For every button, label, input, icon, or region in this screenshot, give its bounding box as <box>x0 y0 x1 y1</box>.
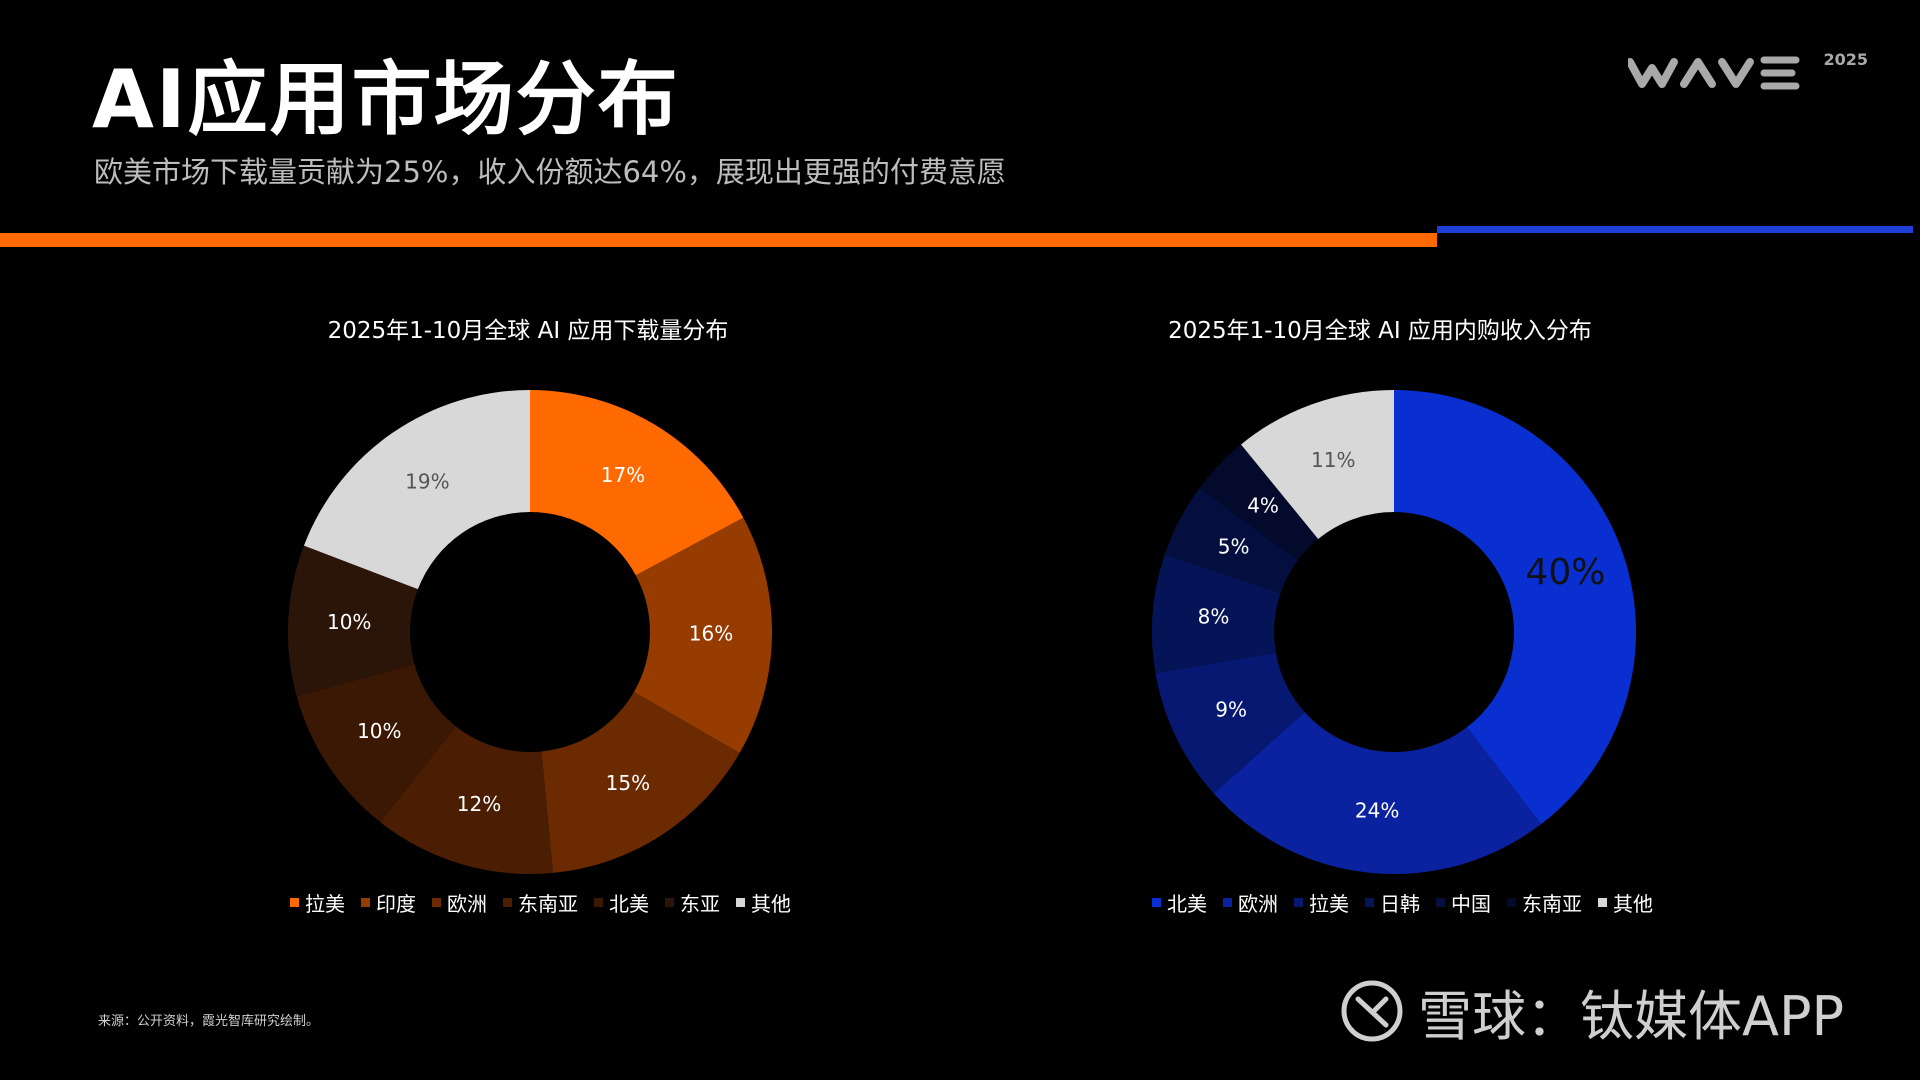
legend-item-1-1: 拉美 <box>290 888 345 917</box>
donut-slice-1-2 <box>633 517 772 753</box>
legend-item-1-3: 欧洲 <box>432 888 487 917</box>
donut-slice-2-7 <box>1241 390 1394 540</box>
legend-item-1-4: 东南亚 <box>503 888 578 917</box>
legend-swatch <box>432 898 441 907</box>
legend-label: 东南亚 <box>1522 892 1582 916</box>
legend-label: 欧洲 <box>447 892 487 916</box>
watermark: 雪球：钛媒体APP <box>1340 976 1844 1048</box>
slice-label-2-7: 11% <box>1311 448 1355 472</box>
download-legend: 拉美 印度 欧洲 东南亚 北美 东亚 其他 <box>290 888 791 917</box>
chart-2-title: 2025年1-10月全球 AI 应用内购收入分布 <box>1168 318 1592 344</box>
legend-label: 拉美 <box>305 892 345 916</box>
legend-swatch <box>503 898 512 907</box>
donut-slice-2-5 <box>1164 487 1298 594</box>
legend-swatch <box>1436 898 1445 907</box>
slice-label-1-7: 19% <box>405 469 449 493</box>
legend-label: 拉美 <box>1309 892 1349 916</box>
accent-bar-orange <box>0 233 1437 247</box>
wave-logo-mark <box>1626 56 1800 90</box>
legend-item-2-6: 东南亚 <box>1507 888 1582 917</box>
legend-swatch <box>665 898 674 907</box>
legend-item-2-3: 拉美 <box>1294 888 1349 917</box>
donut-slice-1-4 <box>380 726 554 874</box>
legend-label: 中国 <box>1451 892 1491 916</box>
legend-item-2-1: 北美 <box>1152 888 1207 917</box>
legend-label: 北美 <box>609 892 649 916</box>
legend-label: 东南亚 <box>518 892 578 916</box>
legend-item-2-2: 欧洲 <box>1223 888 1278 917</box>
slice-label-2-5: 5% <box>1218 535 1250 559</box>
slice-label-1-6: 10% <box>327 610 371 634</box>
slice-label-2-6: 4% <box>1247 494 1279 518</box>
legend-item-2-4: 日韩 <box>1365 888 1420 917</box>
chart-1-title: 2025年1-10月全球 AI 应用下载量分布 <box>327 318 729 344</box>
legend-item-2-7: 其他 <box>1598 888 1653 917</box>
legend-label: 日韩 <box>1380 892 1420 916</box>
donut-slice-2-1 <box>1394 390 1636 825</box>
slice-label-1-3: 15% <box>606 771 650 795</box>
legend-swatch <box>361 898 370 907</box>
legend-item-1-6: 东亚 <box>665 888 720 917</box>
legend-swatch <box>1365 898 1374 907</box>
donut-slice-1-7 <box>303 390 530 590</box>
legend-label: 欧洲 <box>1238 892 1278 916</box>
legend-swatch <box>1294 898 1303 907</box>
slice-label-1-4: 12% <box>457 792 501 816</box>
revenue-donut-chart: 40% 24% 9% 8% 5% 4% 11% <box>1152 390 1636 874</box>
legend-label: 其他 <box>751 892 791 916</box>
legend-swatch <box>736 898 745 907</box>
legend-swatch <box>1223 898 1232 907</box>
donut-slice-2-3 <box>1155 652 1305 794</box>
wave-logo: 2025 <box>1626 48 1868 98</box>
legend-label: 其他 <box>1613 892 1653 916</box>
slice-label-2-4: 8% <box>1198 604 1230 628</box>
page-title: AI应用市场分布 <box>92 53 680 146</box>
legend-swatch <box>1598 898 1607 907</box>
donut-slice-2-2 <box>1213 712 1542 874</box>
download-donut-chart: 17% 16% 15% 12% 10% 10% 19% <box>288 390 772 874</box>
legend-item-2-5: 中国 <box>1436 888 1491 917</box>
legend-label: 北美 <box>1167 892 1207 916</box>
slice-label-1-2: 16% <box>689 621 733 645</box>
slice-label-2-2: 24% <box>1355 799 1399 823</box>
donut-slice-1-5 <box>296 663 456 823</box>
donut-slice-1-1 <box>530 390 744 576</box>
legend-item-1-7: 其他 <box>736 888 791 917</box>
legend-swatch <box>594 898 603 907</box>
logo-year: 2025 <box>1823 50 1868 69</box>
xueqiu-logo-icon <box>1341 980 1403 1042</box>
donut-slice-1-6 <box>288 545 418 697</box>
legend-item-1-5: 北美 <box>594 888 649 917</box>
legend-swatch <box>290 898 299 907</box>
legend-swatch <box>1152 898 1161 907</box>
source-note: 来源：公开资料，霞光智库研究绘制。 <box>98 1014 320 1029</box>
donut-slice-2-4 <box>1152 554 1281 674</box>
legend-label: 东亚 <box>680 892 720 916</box>
slice-label-2-1: 40% <box>1525 552 1605 593</box>
watermark-text: 雪球：钛媒体APP <box>1418 984 1845 1048</box>
legend-item-1-2: 印度 <box>361 888 416 917</box>
legend-label: 印度 <box>376 892 416 916</box>
legend-swatch <box>1507 898 1516 907</box>
slice-label-1-5: 10% <box>357 719 401 743</box>
slice-label-1-1: 17% <box>601 463 645 487</box>
donut-slice-1-3 <box>541 692 740 873</box>
accent-bar-blue <box>1437 226 1913 233</box>
revenue-legend: 北美 欧洲 拉美 日韩 中国 东南亚 其他 <box>1152 888 1653 917</box>
page-subtitle: 欧美市场下载量贡献为25%，收入份额达64%，展现出更强的付费意愿 <box>94 155 1006 189</box>
donut-slice-2-6 <box>1199 444 1319 561</box>
slice-label-2-3: 9% <box>1215 697 1247 721</box>
